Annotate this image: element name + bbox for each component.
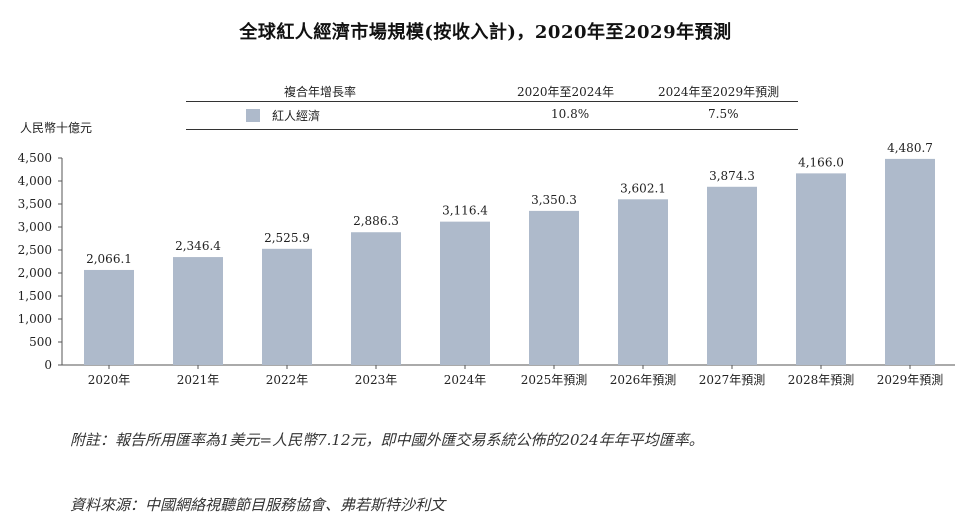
y-tick-label: 500 (29, 335, 52, 349)
y-tick-label: 1,000 (18, 312, 52, 326)
y-axis-unit-label: 人民幣十億元 (20, 121, 93, 135)
footnote: 附註：報告所用匯率為1美元=人民幣7.12元，即中國外匯交易系統公佈的2024年… (70, 431, 704, 449)
bar (84, 269, 134, 365)
y-tick-label: 3,500 (18, 197, 52, 211)
chart-title: 全球紅人經濟市場規模(按收入計)，2020年至2029年預測 (239, 22, 732, 43)
x-tick-label: 2024年 (444, 373, 487, 387)
bar-value-label: 2,346.4 (175, 239, 221, 253)
x-tick-label: 2027年預測 (699, 373, 766, 387)
cagr-col2-header: 2024年至2029年預測 (658, 85, 780, 99)
bar (885, 158, 935, 365)
y-tick-label: 2,000 (18, 266, 52, 280)
x-tick-label: 2025年預測 (521, 373, 588, 387)
bar (618, 199, 668, 365)
cagr-col1-header: 2020年至2024年 (517, 85, 615, 99)
x-tick-label: 2023年 (355, 373, 398, 387)
cagr-header-row: 複合年增長率 2020年至2024年 2024年至2029年預測 (186, 80, 798, 104)
bar-value-label: 2,525.9 (264, 231, 310, 245)
cagr-header-label: 複合年增長率 (284, 85, 357, 99)
y-tick-label: 4,500 (18, 151, 52, 165)
bar-value-label: 3,874.3 (709, 169, 755, 183)
y-tick-label: 1,500 (18, 289, 52, 303)
bar (262, 248, 312, 365)
y-tick-label: 0 (44, 358, 52, 372)
bar (440, 221, 490, 365)
bar (707, 186, 757, 365)
bar (529, 210, 579, 365)
bar-value-label: 3,116.4 (442, 204, 488, 218)
cagr-divider-top (186, 101, 798, 102)
x-tick-label: 2020年 (88, 373, 131, 387)
source-note: 資料來源：中國網絡視聽節目服務協會、弗若斯特沙利文 (70, 496, 446, 514)
cagr-table: 複合年增長率 2020年至2024年 2024年至2029年預測 紅人經濟 10… (186, 80, 798, 130)
x-tick-label: 2022年 (266, 373, 309, 387)
bar-value-label: 2,886.3 (353, 214, 399, 228)
bar (351, 232, 401, 365)
x-tick-label: 2028年預測 (788, 373, 855, 387)
bar-value-label: 2,066.1 (86, 252, 132, 266)
bar-value-label: 4,166.0 (798, 155, 844, 169)
bar-value-label: 3,602.1 (620, 181, 666, 195)
bar-value-label: 4,480.7 (887, 141, 933, 155)
cagr-row-label: 紅人經濟 (272, 109, 321, 123)
bar-value-label: 3,350.3 (531, 193, 577, 207)
cagr-data-row: 紅人經濟 10.8% 7.5% (186, 104, 798, 128)
bar (796, 173, 846, 365)
y-tick-label: 3,000 (18, 220, 52, 234)
x-tick-label: 2026年預測 (610, 373, 677, 387)
cagr-col1-value: 10.8% (551, 107, 590, 121)
cagr-col2-value: 7.5% (708, 107, 739, 121)
y-tick-label: 4,000 (18, 174, 52, 188)
bar (173, 257, 223, 365)
legend-swatch (246, 109, 260, 122)
x-tick-label: 2021年 (177, 373, 220, 387)
y-tick-label: 2,500 (18, 243, 52, 257)
cagr-divider-bottom (186, 129, 798, 130)
x-tick-label: 2029年預測 (877, 373, 944, 387)
